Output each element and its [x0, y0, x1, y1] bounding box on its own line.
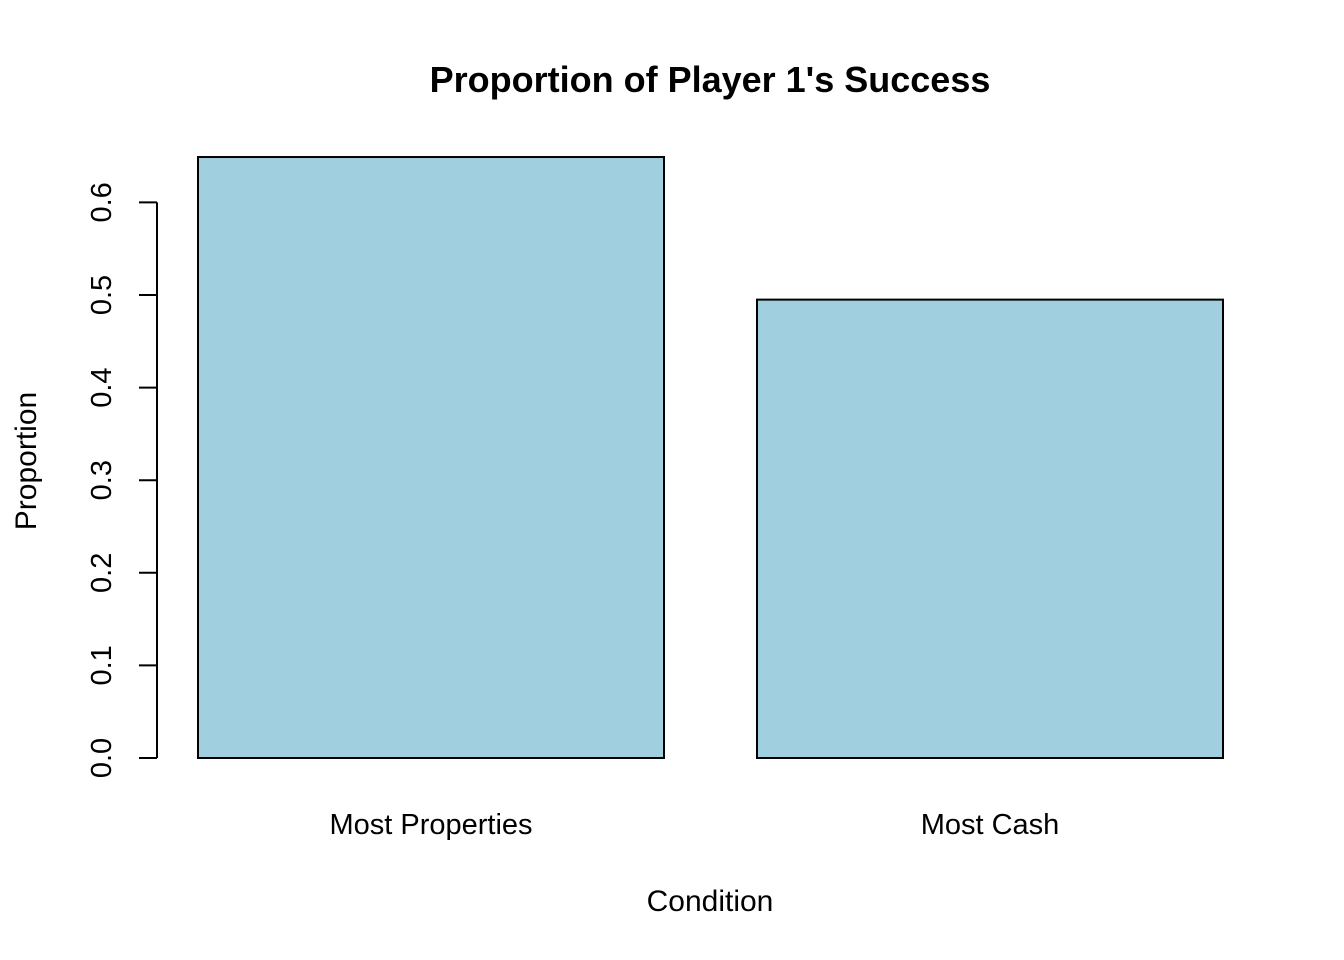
x-category-label: Most Cash — [921, 809, 1060, 841]
y-tick-label: 0.5 — [86, 275, 118, 315]
y-tick-label: 0.4 — [86, 367, 118, 407]
y-tick-label: 0.0 — [86, 738, 118, 778]
x-axis-categories: Most Properties Most Cash — [329, 809, 1059, 841]
bar-most-cash — [756, 298, 1224, 759]
bar-most-properties — [197, 156, 665, 759]
y-tick-label: 0.3 — [86, 460, 118, 500]
bars-group — [197, 156, 1224, 759]
y-tick-label: 0.2 — [86, 553, 118, 593]
chart-title: Proportion of Player 1's Success — [430, 59, 991, 100]
x-category-label: Most Properties — [329, 809, 532, 841]
y-axis-title: Proportion — [10, 392, 43, 530]
y-tick-label: 0.1 — [86, 645, 118, 685]
y-axis-ticks: 0.0 0.1 0.2 0.3 0.4 0.5 0.6 — [86, 182, 157, 778]
y-tick-label: 0.6 — [86, 182, 118, 222]
x-axis-title: Condition — [647, 885, 774, 918]
